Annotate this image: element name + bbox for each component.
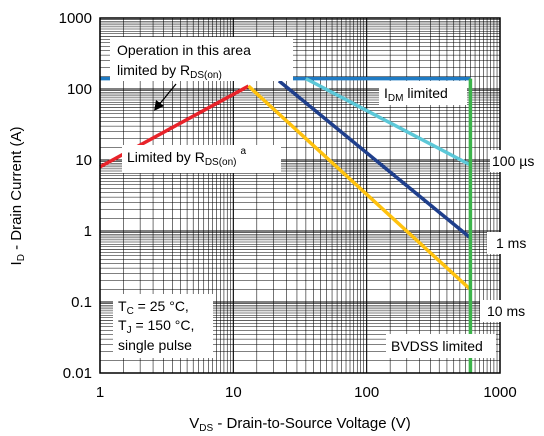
y-tick-label: 1000 [59,10,92,27]
y-tick-label: 10 [75,152,92,169]
label-10ms: 10 ms [487,303,525,319]
x-tick-label: 100 [354,384,379,401]
series-line [277,79,472,240]
label-1ms-box [487,232,537,254]
op-area-line2: limited by RDS(on) [117,62,222,81]
op-area-arrowhead [154,100,164,111]
x-axis-title: VDS - Drain-to-Source Voltage (V) [189,415,411,434]
conditions-annotation: TC = 25 °C, TJ = 150 °C, single pulse [113,294,213,358]
idm-box [379,81,467,105]
y-tick-label: 0.1 [71,294,92,311]
cond-tj: TJ = 150 °C, [118,317,194,336]
op-area-line1: Operation in this area [117,42,251,58]
series-line [305,77,472,167]
limited-box [122,145,281,173]
idm-label: IDM limited [384,85,448,104]
label-100us: 100 µs [492,153,534,169]
bvdss-box [386,334,496,358]
x-tick-label: 1000 [483,384,516,401]
x-tick-label: 1 [96,384,104,401]
label-1ms: 1 ms [496,235,526,251]
label-10ms-box [480,300,538,322]
label-10ms-group: 10 ms [480,300,538,322]
label-100us-group: 100 µs [490,150,544,172]
label-1ms-group: 1 ms [487,232,537,254]
x-tick-label: 10 [225,384,242,401]
plot-frame [99,17,501,374]
y-tick-label: 100 [67,81,92,98]
bvdss-label: BVDSS limited [391,338,483,354]
bvdss-annotation: BVDSS limited [386,334,496,358]
series-line [247,84,472,291]
y-tick-label: 0.01 [63,365,92,382]
limited-annotation: Limited by RDS(on)a [122,145,281,173]
y-axis-title: ID - Drain Current (A) [8,127,27,266]
op-area-box [110,37,293,81]
y-tick-label: 1 [84,223,92,240]
cond-tc: TC = 25 °C, [118,298,189,317]
op-area-annotation: Operation in this area limited by RDS(on… [110,37,293,111]
op-area-arrow [157,83,177,107]
label-100us-box [490,150,544,172]
tick-labels: 1 10 100 1000 0.01 0.1 1 10 100 1000 [59,10,517,401]
cond-pulse: single pulse [118,337,192,353]
conditions-box [113,294,213,358]
idm-annotation: IDM limited [379,81,467,105]
limited-label: Limited by RDS(on)a [127,146,247,168]
